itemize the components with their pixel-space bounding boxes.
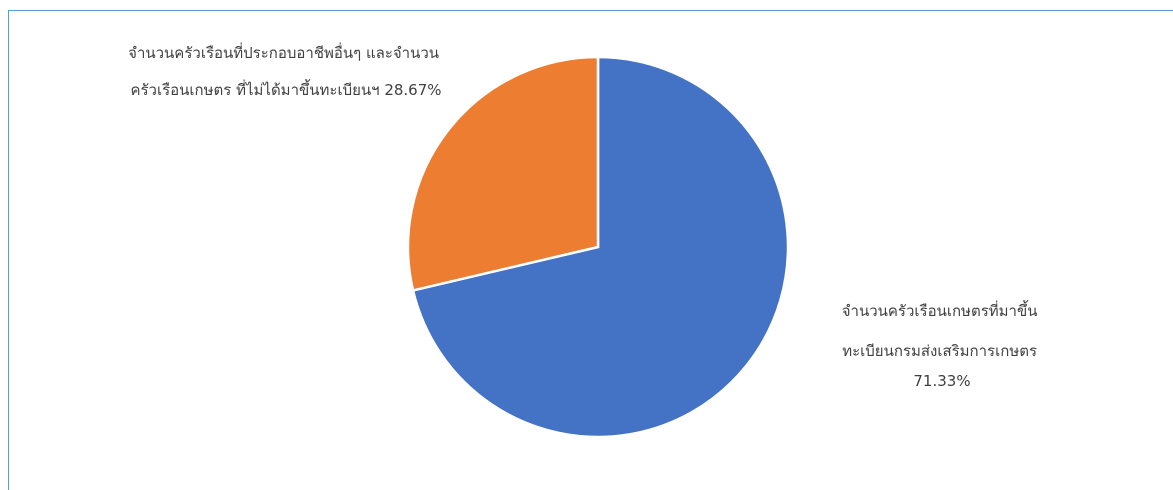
pie-labels: จำนวนครัวเรือนเกษตรที่มาขึ้น ทะเบียนกรมส… xyxy=(128,42,1042,390)
pie-slices xyxy=(406,55,790,439)
slice-label-other-unregistered: จำนวนครัวเรือนที่ประกอบอาชีพอื่นๆ และจำน… xyxy=(128,42,444,99)
chart-frame xyxy=(8,10,1173,490)
slice-label-agri-registered: จำนวนครัวเรือนเกษตรที่มาขึ้น ทะเบียนกรมส… xyxy=(842,300,1042,390)
pie-slice-agri-registered xyxy=(411,55,790,439)
pie-slice-other-unregistered xyxy=(406,55,600,292)
